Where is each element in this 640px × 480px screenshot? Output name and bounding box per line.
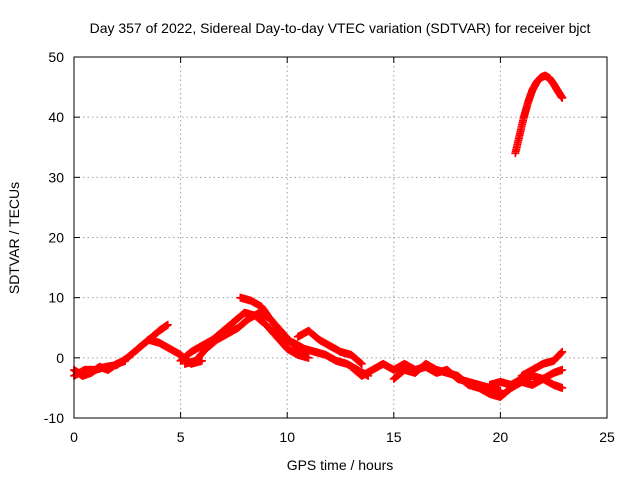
y-tick-label: 0	[56, 350, 64, 366]
x-tick-label: 0	[70, 429, 78, 445]
data-point	[298, 347, 307, 356]
data-point	[297, 346, 306, 355]
y-tick-label: 50	[48, 49, 64, 65]
series-arc-f	[180, 308, 307, 368]
series-arc-k	[517, 347, 567, 380]
chart-title: Day 357 of 2022, Sidereal Day-to-day VTE…	[90, 20, 591, 36]
axis-ticks: 0 5 10 15 20 25 -10 0 10 20 30 40 50	[44, 49, 615, 445]
data-point	[356, 358, 365, 367]
y-tick-label: 40	[48, 109, 64, 125]
data-point	[558, 93, 567, 102]
data-point	[558, 347, 567, 356]
data-point	[304, 353, 313, 362]
series-arc-b	[70, 356, 130, 380]
x-tick-label: 20	[493, 429, 509, 445]
y-axis-label: SDTVAR / TECUs	[6, 182, 22, 294]
series-arc-l	[511, 71, 567, 158]
data-point	[557, 348, 566, 357]
x-tick-label: 10	[279, 429, 295, 445]
data-point	[357, 359, 366, 368]
data-point	[163, 320, 172, 329]
data-point	[556, 349, 565, 358]
x-tick-label: 5	[177, 429, 185, 445]
data-points	[70, 71, 567, 401]
y-tick-label: 30	[48, 169, 64, 185]
y-tick-label: -10	[44, 410, 64, 426]
data-point	[558, 365, 567, 374]
grid-lines	[74, 57, 607, 418]
y-tick-label: 20	[48, 230, 64, 246]
x-tick-label: 15	[386, 429, 402, 445]
x-axis-label: GPS time / hours	[287, 457, 394, 473]
series-arc-c	[123, 320, 172, 362]
data-point	[558, 383, 567, 392]
x-tick-label: 25	[599, 429, 615, 445]
y-tick-label: 10	[48, 290, 64, 306]
series-arc-g	[293, 326, 366, 368]
